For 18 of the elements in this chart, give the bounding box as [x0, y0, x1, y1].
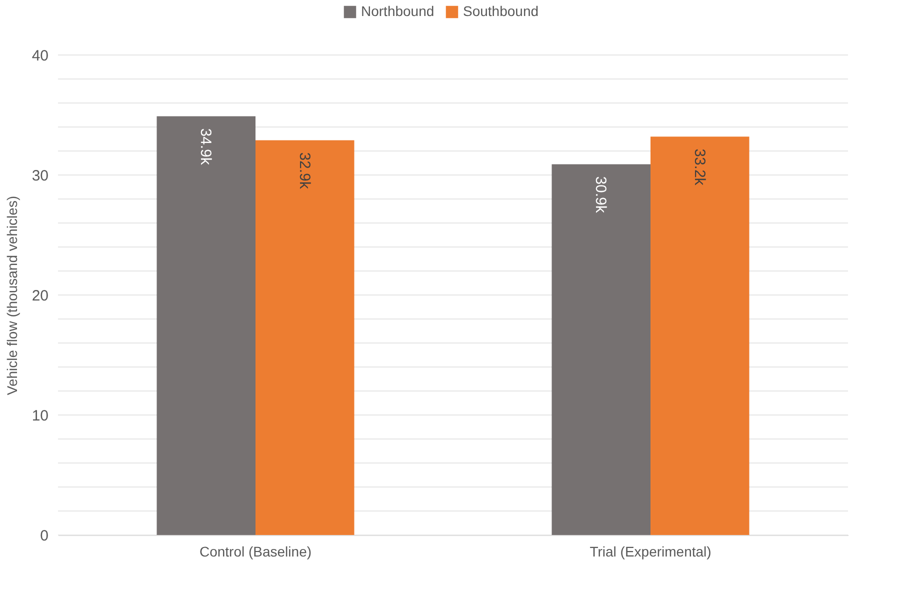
data-label: 30.9k — [592, 176, 610, 214]
data-label: 33.2k — [690, 148, 708, 186]
data-label: 32.9k — [296, 152, 313, 190]
legend-label: Northbound — [361, 3, 434, 19]
data-label: 34.9k — [197, 128, 214, 166]
y-tick-label: 20 — [32, 288, 48, 304]
y-axis-title: Vehicle flow (thousand vehicles) — [4, 196, 20, 396]
bar — [256, 140, 354, 535]
y-tick-label: 40 — [32, 48, 48, 64]
x-tick-label: Control (Baseline) — [199, 544, 312, 560]
y-tick-label: 30 — [32, 168, 48, 184]
y-tick-label: 0 — [40, 528, 48, 544]
bar — [156, 116, 256, 535]
bar — [552, 164, 650, 535]
legend-label: Southbound — [463, 3, 539, 19]
bar — [650, 136, 750, 535]
y-tick-label: 10 — [32, 408, 48, 424]
x-tick-label: Trial (Experimental) — [590, 544, 712, 560]
